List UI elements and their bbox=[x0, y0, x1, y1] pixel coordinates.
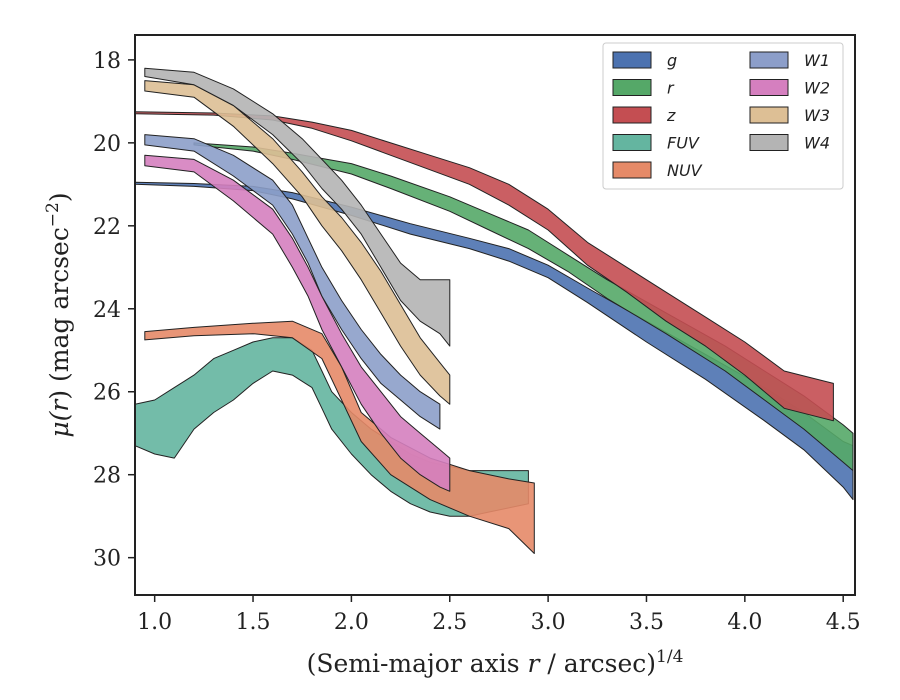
legend-swatch-z bbox=[612, 106, 652, 124]
band-z bbox=[134, 111, 834, 422]
legend-swatch-w2 bbox=[749, 79, 789, 96]
legend-label-w1: W1 bbox=[804, 51, 830, 70]
legend: grz FUV NUV W1 W2 W3 W4 bbox=[602, 42, 844, 190]
y-tick-label: 22 bbox=[93, 215, 121, 240]
legend-swatch-fuv bbox=[612, 134, 652, 151]
x-axis-label: (Semi-major axis r / arcsec)1/4 bbox=[307, 647, 684, 678]
x-tick-label: 3.5 bbox=[629, 610, 664, 635]
legend-label-w2: W2 bbox=[804, 79, 830, 98]
y-tick-label: 28 bbox=[93, 464, 121, 489]
legend-label-w3: W3 bbox=[804, 106, 830, 125]
legend-label-r: r bbox=[667, 79, 675, 98]
y-tick-label: 26 bbox=[93, 381, 121, 406]
legend-swatch-nuv bbox=[612, 161, 652, 179]
x-tick-label: 4.5 bbox=[826, 610, 861, 635]
x-tick-label: 2.5 bbox=[432, 610, 467, 635]
band-w3 bbox=[144, 80, 451, 405]
legend-label-fuv: FUV bbox=[667, 134, 700, 153]
legend-swatch-r bbox=[612, 79, 652, 96]
y-tick-label: 24 bbox=[93, 298, 121, 323]
band-nuv bbox=[144, 320, 535, 554]
y-tick-label: 30 bbox=[93, 547, 121, 572]
legend-swatch-w1 bbox=[749, 51, 789, 69]
x-tick-label: 4.0 bbox=[727, 610, 762, 635]
band-w2 bbox=[144, 154, 451, 492]
x-axis-ticks: 1.0 1.5 2.0 2.5 3.0 3.5 4.0 4.5 bbox=[137, 595, 861, 635]
band-layer bbox=[134, 67, 854, 554]
y-axis-ticks: 18 20 22 24 26 28 30 bbox=[93, 49, 135, 572]
legend-label-w4: W4 bbox=[804, 134, 830, 153]
x-tick-label: 1.5 bbox=[236, 610, 271, 635]
x-tick-label: 1.0 bbox=[137, 610, 172, 635]
band-w4 bbox=[144, 67, 451, 347]
band-r bbox=[193, 142, 854, 472]
legend-label-z: z bbox=[666, 106, 676, 125]
band-w1 bbox=[144, 134, 441, 430]
x-tick-label: 2.0 bbox=[334, 610, 369, 635]
legend-label-g: g bbox=[667, 51, 677, 70]
y-tick-label: 18 bbox=[93, 49, 121, 74]
plot-frame bbox=[134, 34, 856, 596]
y-tick-label: 20 bbox=[93, 132, 121, 157]
legend-swatch-w4 bbox=[749, 134, 789, 151]
legend-swatch-w3 bbox=[749, 106, 789, 124]
legend-label-nuv: NUV bbox=[667, 161, 703, 180]
y-axis-label: μ(r) (mag arcsec−2) bbox=[43, 192, 74, 437]
legend-swatch-g bbox=[612, 51, 652, 69]
x-tick-label: 3.0 bbox=[531, 610, 566, 635]
